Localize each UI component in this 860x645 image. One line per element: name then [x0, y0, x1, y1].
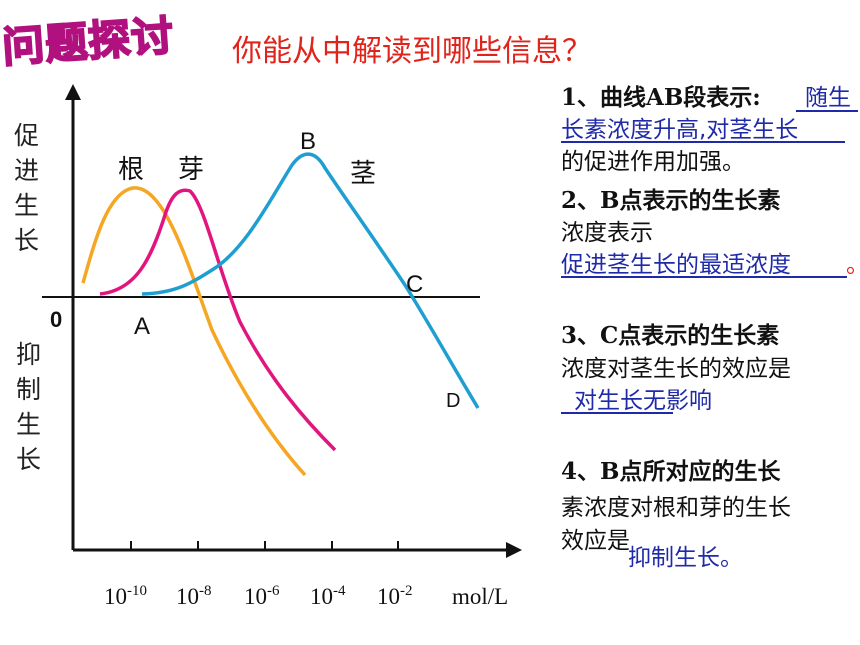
x-axis-arrow [506, 542, 522, 558]
bud-label: 芽 [178, 155, 204, 185]
q2-answer-dot: 。 [846, 245, 860, 279]
x-tick-label: 10-10 [104, 583, 147, 609]
x-tick-label: 10-4 [310, 583, 346, 609]
q1-answer-c: 的促进作用加强。 [561, 149, 745, 175]
q2-line-a: 2、B点表示的生长素 [561, 187, 781, 214]
y-label-inhibit-3: 生 [16, 410, 41, 439]
origin-label: 0 [50, 307, 62, 332]
point-c-label: C [406, 271, 423, 298]
point-a-label: A [134, 313, 150, 340]
x-tick-label: 10-2 [377, 583, 413, 609]
y-label-promote-1: 促 [14, 121, 39, 150]
y-axis-arrow [65, 84, 81, 100]
x-tick-label: 10-8 [176, 583, 212, 609]
q2-answer: 促进茎生长的最适浓度 [561, 252, 791, 278]
bud-curve [99, 188, 337, 452]
q3-line-b: 浓度对茎生长的效应是 [561, 356, 791, 382]
y-label-inhibit-1: 抑 [16, 340, 41, 369]
point-d-label: D [446, 390, 460, 412]
y-label-inhibit-2: 制 [16, 375, 41, 404]
stem-curve [141, 152, 480, 409]
q3-line-a: 3、C点表示的生长素 [561, 322, 780, 349]
x-unit-label: mol/L [452, 584, 508, 609]
y-label-promote-2: 进 [14, 156, 39, 185]
q2-underline [561, 276, 847, 278]
y-label-promote-4: 长 [14, 226, 39, 255]
stem-label: 茎 [350, 159, 376, 189]
q4-line-c: 效应是 [561, 528, 630, 554]
q3-answer: 对生长无影响 [574, 388, 712, 414]
q4-line-a: 4、B点所对应的生长 [561, 458, 781, 485]
q1-underline-a [796, 110, 858, 112]
y-label-inhibit-4: 长 [16, 445, 41, 474]
auxin-response-graph: 促 进 生 长 抑 制 生 长 0 10-10 10-8 10-6 10-4 1… [14, 84, 522, 609]
q4-answer: 抑制生长。 [628, 545, 743, 571]
q1-underline-b [561, 141, 845, 143]
q1-answer-a: 随生 [805, 85, 851, 111]
x-tick-label: 10-6 [244, 583, 280, 609]
q1-answer-b: 长素浓度升高,对茎生长 [561, 117, 799, 143]
y-label-promote-3: 生 [14, 191, 39, 220]
q2-line-b: 浓度表示 [561, 220, 653, 246]
q4-line-b: 素浓度对根和芽的生长 [561, 495, 791, 521]
question-heading: 你能从中解读到哪些信息？ [232, 34, 592, 69]
q1-prefix: 1、曲线AB段表示: [561, 84, 761, 111]
q3-underline [561, 412, 673, 414]
point-b-label: B [300, 128, 316, 155]
root-label: 根 [118, 155, 144, 185]
root-curve [81, 186, 307, 477]
